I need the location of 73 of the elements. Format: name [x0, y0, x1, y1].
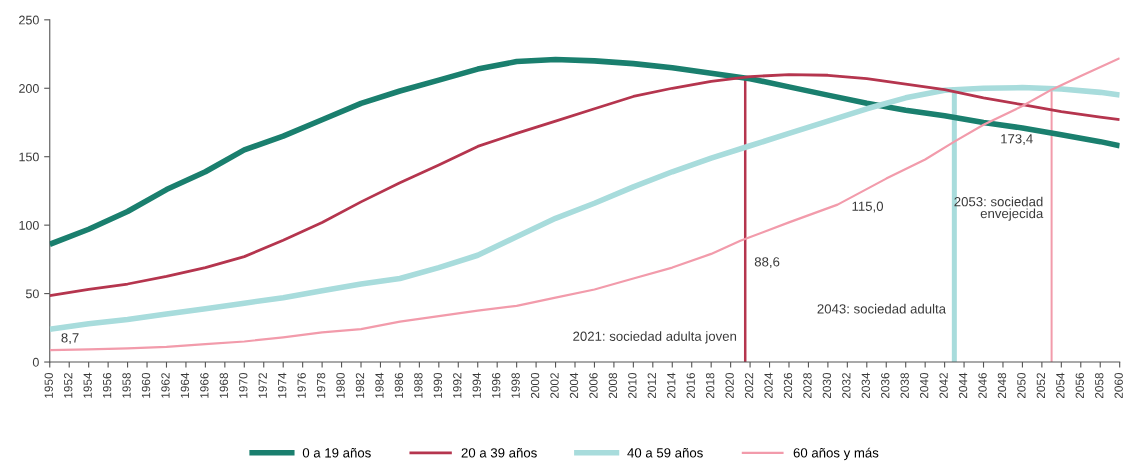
ref-line-label: 2021: sociedad adulta joven — [573, 331, 737, 344]
annotation: 115,0 — [852, 201, 884, 213]
x-tick-label: 2036 — [881, 372, 890, 399]
y-tick-label: 50 — [25, 289, 39, 299]
x-tick-label: 1972 — [258, 373, 267, 398]
x-tick-label: 1992 — [453, 373, 462, 398]
x-tick-label: 2032 — [842, 373, 851, 399]
x-tick-label: 2034 — [861, 372, 870, 399]
x-tick-label: 1994 — [472, 372, 481, 398]
y-tick-label: 200 — [19, 84, 39, 93]
x-tick-label: 1952 — [64, 373, 73, 398]
x-tick-label: 1962 — [161, 373, 170, 398]
x-tick-label: 1966 — [200, 372, 209, 398]
x-tick-label: 1950 — [44, 372, 53, 398]
x-tick-label: 1970 — [239, 372, 248, 398]
x-tick-label: 2012 — [647, 373, 656, 399]
x-tick-label: 1960 — [141, 372, 151, 398]
x-tick-label: 1990 — [433, 372, 442, 398]
x-tick-label: 2028 — [803, 372, 812, 399]
x-tick-label: 1954 — [83, 372, 92, 398]
x-tick-label: 1956 — [102, 372, 112, 398]
x-tick-label: 2014 — [667, 372, 676, 399]
legend-label: 40 a 59 años — [627, 447, 703, 458]
x-tick-label: 2018 — [705, 372, 715, 399]
ref-line-label: 2053: sociedad envejecida — [954, 196, 1044, 221]
y-tick-label: 100 — [19, 220, 39, 230]
legend-label: 60 años y más — [793, 447, 879, 461]
annotation: 88,6 — [754, 257, 780, 269]
x-tick-label: 2006 — [589, 372, 598, 399]
x-tick-label: 2004 — [569, 372, 579, 399]
legend-label: 0 a 19 años — [302, 447, 371, 458]
y-tick-label: 250 — [19, 15, 39, 25]
x-tick-label: 1988 — [414, 372, 423, 398]
x-tick-label: 1984 — [375, 372, 384, 398]
x-tick-label: 2058 — [1095, 372, 1104, 399]
x-tick-label: 2016 — [686, 372, 695, 399]
x-tick-label: 2044 — [958, 372, 968, 399]
x-tick-label: 1980 — [336, 372, 345, 398]
legend-label: 20 a 39 años — [461, 447, 537, 458]
x-tick-label: 2046 — [978, 372, 987, 399]
x-tick-label: 2060 — [1114, 372, 1123, 399]
x-tick-label: 1982 — [355, 373, 365, 398]
x-tick-label: 2002 — [550, 373, 559, 399]
x-tick-label: 2038 — [900, 372, 909, 399]
x-tick-label: 2052 — [1036, 373, 1046, 399]
x-tick-label: 2050 — [1017, 372, 1026, 399]
x-tick-label: 2030 — [822, 372, 832, 399]
x-tick-label: 2024 — [764, 372, 773, 399]
x-tick-label: 2048 — [997, 372, 1007, 399]
x-tick-label: 2000 — [530, 372, 540, 399]
x-tick-label: 2026 — [783, 372, 793, 399]
annotation: 173,4 — [1001, 134, 1033, 146]
x-tick-label: 2040 — [919, 372, 929, 399]
x-tick-label: 1998 — [511, 372, 520, 398]
x-tick-label: 1976 — [297, 372, 306, 398]
x-tick-label: 2054 — [1056, 372, 1065, 399]
x-tick-label: 2010 — [628, 372, 637, 399]
y-tick-label: 0 — [32, 357, 39, 367]
x-tick-label: 1974 — [278, 372, 287, 398]
x-tick-label: 1978 — [316, 372, 326, 398]
x-tick-label: 1986 — [394, 372, 404, 398]
x-tick-label: 2042 — [939, 373, 948, 399]
x-tick-label: 2056 — [1075, 372, 1084, 399]
x-tick-label: 2022 — [744, 373, 754, 399]
x-tick-label: 1964 — [180, 372, 190, 398]
y-tick-label: 150 — [19, 152, 39, 162]
x-tick-label: 2008 — [608, 372, 618, 399]
ref-line-label: 2043: sociedad adulta — [817, 303, 947, 314]
x-tick-label: 2020 — [725, 372, 734, 399]
x-tick-label: 1968 — [219, 372, 229, 398]
annotation: 8,7 — [61, 333, 79, 345]
x-tick-label: 1958 — [122, 372, 131, 398]
x-tick-label: 1996 — [492, 372, 501, 398]
